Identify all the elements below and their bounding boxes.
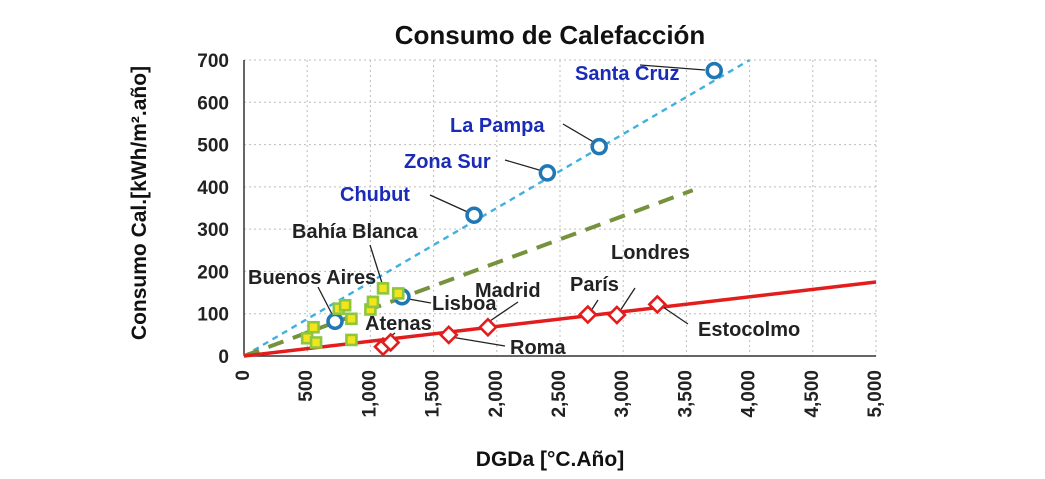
x-axis-label: DGDa [°C.Año] — [476, 448, 624, 471]
y-tick-label: 600 — [197, 93, 229, 114]
x-tick-label: 1,000 — [359, 370, 380, 418]
y-tick-label: 700 — [197, 51, 229, 72]
square-point — [391, 287, 405, 300]
y-axis-label: Consumo Cal.[kWh/m².año] — [128, 66, 151, 340]
circle-point — [465, 206, 483, 224]
y-tick-labels: 0 100 200 300 400 500 600 700 — [197, 51, 229, 368]
annotation-label: Chubut — [340, 184, 410, 206]
circle-point — [538, 164, 557, 182]
square-point — [345, 312, 358, 326]
diamond-point — [607, 305, 627, 325]
annotation-label: Santa Cruz — [575, 63, 679, 85]
square-point — [345, 333, 358, 347]
annotation-label: Lisboa — [432, 293, 497, 315]
diamond-point — [438, 325, 459, 345]
y-tick-label: 500 — [197, 136, 229, 157]
y-tick-label: 400 — [197, 178, 229, 199]
square-point — [309, 336, 323, 349]
circle-point — [590, 137, 608, 156]
circle-point — [705, 61, 723, 80]
annotation-label: Roma — [510, 337, 566, 359]
annotation-leader — [562, 123, 598, 145]
grid — [244, 59, 877, 356]
axes — [243, 60, 876, 357]
x-tick-label: 5,000 — [865, 370, 886, 418]
annotation-label: París — [570, 274, 619, 296]
data-points — [300, 61, 723, 357]
x-tick-label: 4,000 — [739, 370, 760, 418]
x-tick-label: 0 — [233, 370, 254, 381]
annotation-label: Bahía Blanca — [292, 221, 418, 243]
square-point — [338, 298, 352, 312]
chart-title: Consumo de Calefacción — [395, 20, 706, 50]
annotation-leader — [486, 301, 519, 324]
annotation-leader — [429, 194, 473, 215]
y-tick-label: 100 — [197, 305, 229, 326]
annotation-leader — [639, 64, 706, 71]
x-tick-label: 500 — [296, 370, 317, 402]
x-tick-label: 3,500 — [675, 370, 696, 418]
annotation-labels: Santa Cruz La Pampa Zona Sur Chubut Bahía Bl… — [248, 63, 800, 359]
annotation-label: Buenos Aires — [248, 267, 376, 289]
annotation-label: Zona Sur — [404, 151, 491, 173]
trendline-dashed — [243, 58, 751, 358]
annotation-label: Atenas — [365, 313, 432, 335]
annotation-label: Estocolmo — [698, 319, 800, 341]
circle-point — [326, 312, 344, 331]
square-point — [366, 295, 380, 309]
annotation-leader — [659, 304, 689, 325]
x-tick-label: 1,500 — [423, 370, 444, 418]
x-tick-labels: 0 500 1,000 1,500 2,000 2,500 3,000 3,500 4,000 4… — [233, 370, 886, 418]
x-tick-label: 2,000 — [486, 370, 507, 418]
square-point — [376, 282, 390, 295]
x-tick-label: 2,500 — [549, 370, 570, 418]
y-tick-label: 300 — [197, 220, 229, 241]
y-tick-label: 0 — [218, 347, 229, 368]
annotation-label: Londres — [611, 242, 690, 264]
diamond-point — [380, 332, 401, 353]
annotation-leader — [450, 336, 506, 347]
diamond-point — [647, 294, 668, 315]
annotation-label: Madrid — [475, 280, 541, 302]
annotation-leader — [317, 286, 335, 319]
x-tick-label: 3,000 — [612, 370, 633, 418]
diamond-point — [577, 304, 598, 325]
x-tick-label: 4,500 — [802, 370, 823, 418]
y-tick-label: 200 — [197, 262, 229, 283]
annotation-leader — [369, 244, 383, 284]
annotation-label: La Pampa — [450, 115, 545, 137]
diamond-point — [478, 317, 498, 338]
square-point — [307, 320, 320, 334]
